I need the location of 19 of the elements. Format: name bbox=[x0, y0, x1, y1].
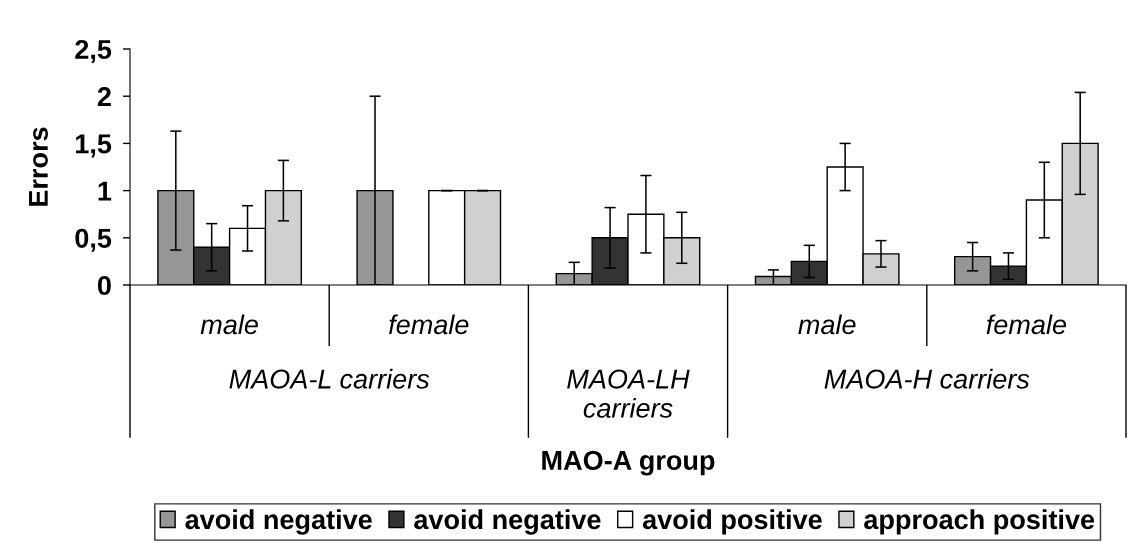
y-tick-label: 1 bbox=[98, 181, 112, 201]
y-tick-label: 1,5 bbox=[76, 134, 112, 158]
x-tick-label: female bbox=[986, 314, 1067, 335]
legend-label: avoid negative bbox=[414, 509, 601, 535]
y-tick-label: 2 bbox=[97, 87, 111, 107]
x-tick-label: male bbox=[200, 314, 258, 335]
y-tick-label: 0,5 bbox=[75, 228, 112, 252]
legend-label: approach positive bbox=[864, 509, 1095, 535]
text: MAOA-L carriers bbox=[229, 368, 430, 389]
legend-label: avoid positive bbox=[642, 509, 822, 535]
y-tick-label: 2,5 bbox=[75, 39, 112, 64]
legend-label: avoid negative bbox=[185, 509, 372, 535]
x-tick-label: female bbox=[389, 314, 469, 335]
text: MAOA-LH carriers bbox=[567, 369, 690, 418]
x-axis-title: MAO-A group bbox=[542, 450, 715, 476]
y-tick-label: 0 bbox=[97, 275, 111, 296]
y-axis-title: Errors bbox=[29, 127, 48, 206]
text: MAOA-H carriers bbox=[824, 368, 1030, 389]
x-tick-label: male bbox=[798, 314, 856, 335]
